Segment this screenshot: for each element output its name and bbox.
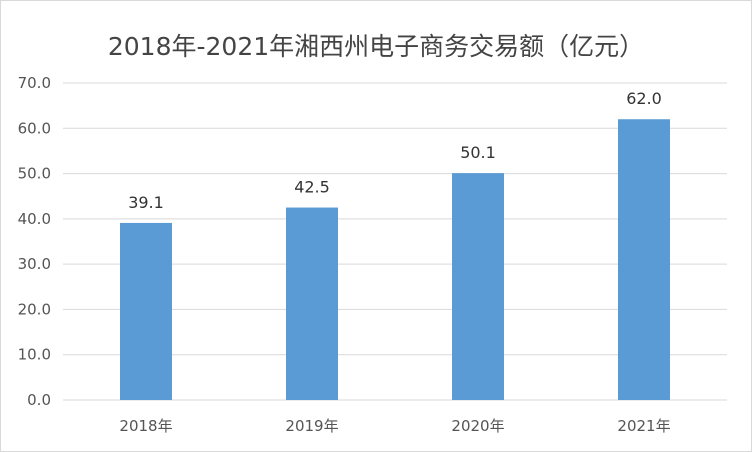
x-tick-label: 2020年 — [451, 417, 504, 435]
bar — [452, 173, 504, 400]
bar — [618, 119, 670, 400]
y-tick-label: 60.0 — [18, 119, 51, 137]
y-tick-label: 0.0 — [27, 391, 51, 409]
y-tick-label: 70.0 — [18, 74, 51, 92]
x-axis-ticks: 2018年 2019年 2020年 2021年 — [119, 417, 670, 435]
data-labels: 39.1 42.5 50.1 62.0 — [128, 89, 662, 212]
y-tick-label: 30.0 — [18, 255, 51, 273]
x-tick-label: 2019年 — [285, 417, 338, 435]
data-label: 39.1 — [128, 193, 164, 212]
y-tick-label: 20.0 — [18, 300, 51, 318]
y-tick-label: 50.0 — [18, 165, 51, 183]
y-tick-label: 40.0 — [18, 210, 51, 228]
bar — [286, 207, 338, 400]
data-label: 62.0 — [626, 89, 662, 108]
chart-title: 2018年-2021年湘西州电子商务交易额（亿元） — [107, 32, 645, 61]
y-tick-label: 10.0 — [18, 346, 51, 364]
x-tick-label: 2021年 — [617, 417, 670, 435]
bars — [120, 119, 670, 400]
data-label: 42.5 — [294, 178, 330, 197]
gridlines — [63, 82, 727, 401]
y-axis-ticks: 0.0 10.0 20.0 30.0 40.0 50.0 60.0 70.0 — [18, 74, 51, 409]
bar — [120, 222, 172, 400]
data-label: 50.1 — [460, 143, 496, 162]
x-tick-label: 2018年 — [119, 417, 172, 435]
